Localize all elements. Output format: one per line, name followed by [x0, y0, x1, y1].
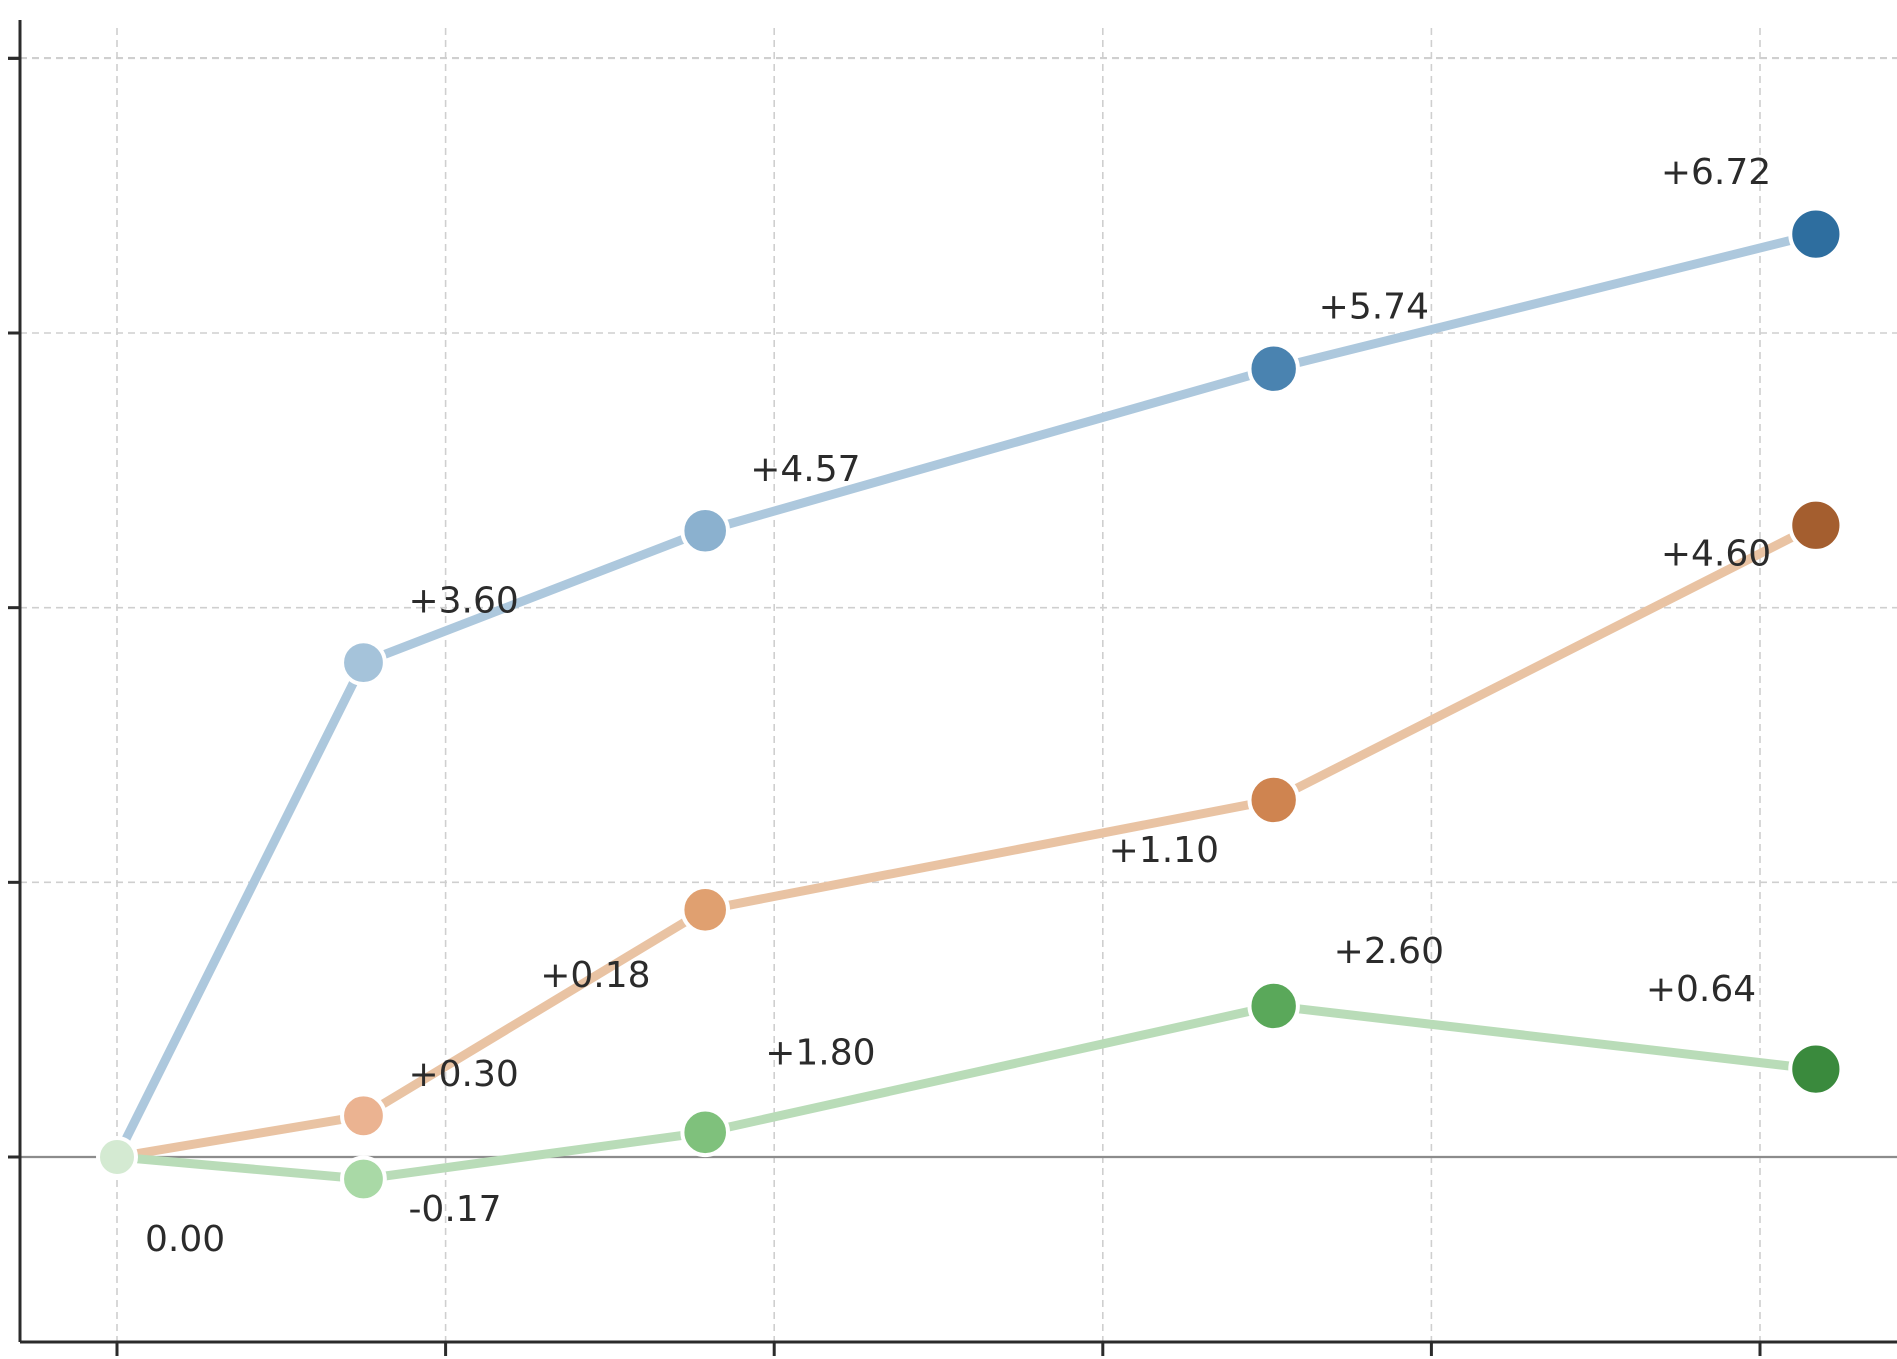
data-label-s0-1: +3.60 — [408, 581, 518, 622]
point-s1-2 — [680, 885, 730, 935]
point-s0-1 — [340, 639, 387, 686]
point-s2-3 — [1247, 979, 1300, 1033]
data-label-s1-2: +0.18 — [540, 955, 650, 996]
data-label-s2-2: +1.80 — [765, 1032, 875, 1073]
point-s1-3 — [1247, 773, 1300, 827]
data-label-s1-1: +0.30 — [408, 1054, 518, 1095]
point-s2-2 — [680, 1107, 730, 1158]
data-label-s0-3: +5.74 — [1319, 287, 1429, 328]
data-label-s1-3: +1.10 — [1109, 830, 1219, 871]
point-s1-1 — [340, 1092, 387, 1140]
series-line-0 — [112, 229, 1821, 1162]
series-line-1 — [112, 520, 1821, 1162]
point-s2-4 — [1788, 1041, 1844, 1097]
point-s0-0 — [96, 1136, 138, 1178]
data-label-s2-1: -0.17 — [408, 1189, 501, 1230]
data-label-s0-2: +4.57 — [750, 449, 860, 490]
data-label-s2-4: +0.64 — [1646, 969, 1756, 1010]
point-s0-2 — [680, 505, 730, 556]
point-s0-3 — [1247, 342, 1300, 395]
point-s0-4 — [1788, 206, 1844, 262]
point-s2-1 — [340, 1155, 387, 1203]
data-label-s1-4: +4.60 — [1661, 533, 1771, 574]
point-s1-4 — [1788, 497, 1844, 553]
data-label-s2-0: 0.00 — [145, 1219, 225, 1260]
data-label-s0-4: +6.72 — [1661, 152, 1771, 193]
series-line-2 — [112, 1001, 1821, 1184]
data-label-s2-3: +2.60 — [1334, 931, 1444, 972]
